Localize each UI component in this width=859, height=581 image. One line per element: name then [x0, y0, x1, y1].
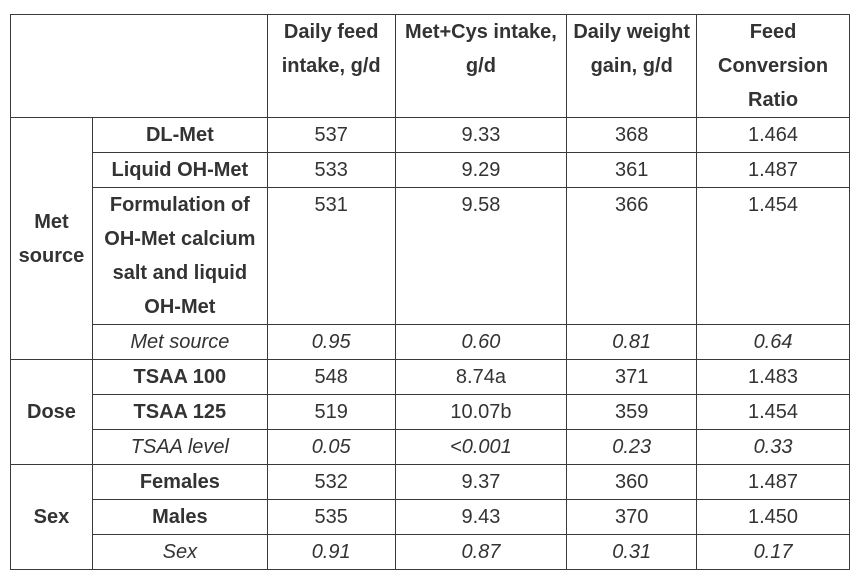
- table-row: Dose TSAA 100 548 8.74a 371 1.483: [10, 359, 850, 465]
- table-cell: 1.487: [696, 464, 850, 500]
- table-cell: 371: [566, 359, 698, 395]
- col-header-feed-conversion-ratio: Feed Conversion Ratio: [696, 14, 850, 118]
- row-label: Liquid OH-Met: [91, 152, 268, 188]
- row-label: Met source: [91, 324, 268, 360]
- table-row-pvalue: Met source 0.95 0.60 0.81 0.64: [11, 324, 850, 360]
- col-header-daily-weight-gain: Daily weight gain, g/d: [566, 14, 698, 118]
- table-cell: 366: [566, 187, 698, 325]
- group-label-met-source: Met source: [10, 117, 93, 360]
- table-cell: 1.464: [696, 117, 850, 153]
- corner-cell: [10, 14, 268, 118]
- table-row: Liquid OH-Met 533 9.29 361 1.487: [11, 152, 850, 188]
- table-cell: 0.17: [696, 534, 850, 570]
- table-cell: 532: [266, 464, 396, 500]
- row-label: TSAA level: [91, 429, 268, 465]
- table-cell: 1.487: [696, 152, 850, 188]
- table-cell: 360: [566, 464, 698, 500]
- table-row-pvalue: TSAA level 0.05 <0.001 0.23 0.33: [11, 429, 850, 465]
- table-cell: 533: [266, 152, 396, 188]
- results-table: Daily feed intake, g/d Met+Cys intake, g…: [10, 14, 850, 570]
- col-header-met-cys-intake: Met+Cys intake, g/d: [394, 14, 568, 118]
- table-cell: 9.29: [394, 152, 568, 188]
- table-cell: <0.001: [394, 429, 568, 465]
- table-cell: 359: [566, 394, 698, 430]
- table-cell: 548: [266, 359, 396, 395]
- row-label: Sex: [91, 534, 268, 570]
- table-cell: 1.450: [696, 499, 850, 535]
- table-cell: 1.454: [696, 394, 850, 430]
- group-label-sex: Sex: [10, 464, 93, 570]
- table-cell: 361: [566, 152, 698, 188]
- table-cell: 0.33: [696, 429, 850, 465]
- table-cell: 10.07b: [394, 394, 568, 430]
- table-cell: 370: [566, 499, 698, 535]
- table-cell: 1.454: [696, 187, 850, 325]
- table-cell: 9.43: [394, 499, 568, 535]
- table-cell: 368: [566, 117, 698, 153]
- col-header-daily-feed-intake: Daily feed intake, g/d: [266, 14, 396, 118]
- table-row: Formulation of OH-Met calcium salt and l…: [11, 187, 850, 325]
- table-cell: 9.37: [394, 464, 568, 500]
- table-row: Sex Females 532 9.37 360 1.487: [10, 464, 850, 570]
- table-cell: 519: [266, 394, 396, 430]
- table-row: TSAA 125 519 10.07b 359 1.454: [11, 394, 850, 430]
- table-cell: 531: [266, 187, 396, 325]
- table-cell: 8.74a: [394, 359, 568, 395]
- table-cell: 0.95: [266, 324, 396, 360]
- table-cell: 535: [266, 499, 396, 535]
- table-cell: 9.58: [394, 187, 568, 325]
- row-label: Females: [91, 464, 268, 500]
- table-cell: 9.33: [394, 117, 568, 153]
- row-label: TSAA 100: [91, 359, 268, 395]
- table-cell: 0.31: [566, 534, 698, 570]
- table-cell: 0.87: [394, 534, 568, 570]
- header-row: Daily feed intake, g/d Met+Cys intake, g…: [10, 14, 850, 118]
- row-label: TSAA 125: [91, 394, 268, 430]
- group-label-dose: Dose: [10, 359, 93, 465]
- table-cell: 1.483: [696, 359, 850, 395]
- table-cell: 0.64: [696, 324, 850, 360]
- table-row: Males 535 9.43 370 1.450: [11, 499, 850, 535]
- table-cell: 537: [266, 117, 396, 153]
- table-cell: 0.91: [266, 534, 396, 570]
- row-label: Formulation of OH-Met calcium salt and l…: [91, 187, 268, 325]
- row-label: Males: [91, 499, 268, 535]
- table-row: Met source DL-Met 537 9.33 368 1.464: [10, 117, 850, 360]
- table-cell: 0.81: [566, 324, 698, 360]
- table-row-pvalue: Sex 0.91 0.87 0.31 0.17: [11, 534, 850, 570]
- table-cell: 0.23: [566, 429, 698, 465]
- table-cell: 0.05: [266, 429, 396, 465]
- row-label: DL-Met: [91, 117, 268, 153]
- table-cell: 0.60: [394, 324, 568, 360]
